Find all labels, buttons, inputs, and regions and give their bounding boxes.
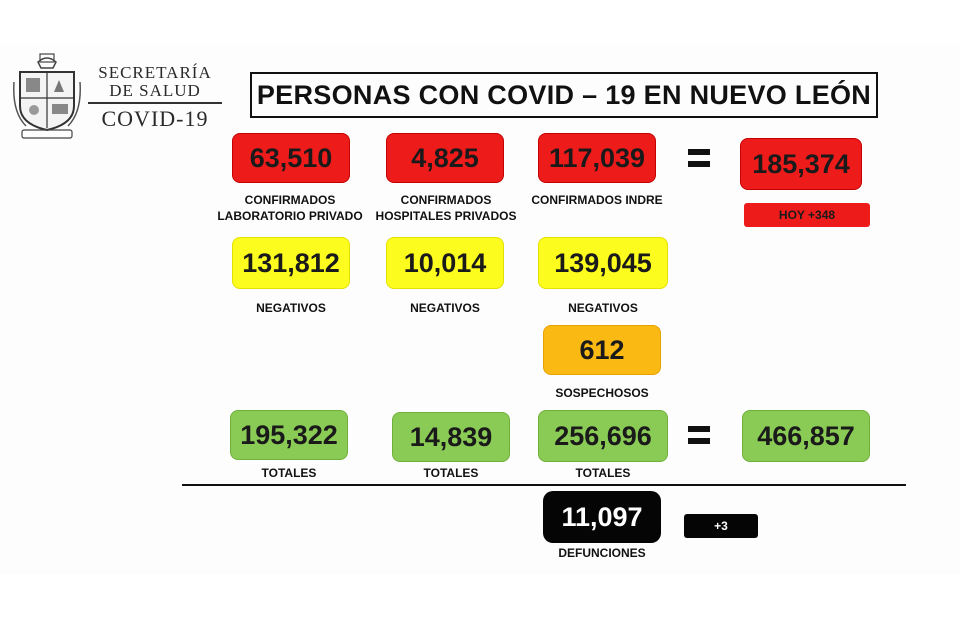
negatives-col3-value: 139,045 bbox=[538, 237, 668, 289]
confirmed-private-lab-label: CONFIRMADOS LABORATORIO PRIVADO bbox=[200, 192, 380, 224]
deaths-today-badge: +3 bbox=[684, 514, 758, 538]
confirmed-private-hospitals-label-line-1: CONFIRMADOS bbox=[400, 193, 492, 207]
divider bbox=[182, 484, 906, 486]
totals-col3-value: 256,696 bbox=[538, 410, 668, 462]
confirmed-indre-label: CONFIRMADOS INDRE bbox=[531, 193, 663, 207]
deaths-value: 11,097 bbox=[543, 491, 661, 543]
confirmed-private-lab-label-line-2: LABORATORIO PRIVADO bbox=[217, 209, 363, 223]
totals-col2-label: TOTALES bbox=[423, 466, 479, 480]
negatives-col1-label: NEGATIVOS bbox=[256, 301, 326, 315]
page-title: PERSONAS CON COVID – 19 EN NUEVO LEÓN bbox=[250, 72, 878, 118]
negatives-col1-value: 131,812 bbox=[232, 237, 350, 289]
confirmed-private-lab-label-line-1: CONFIRMADOS bbox=[244, 193, 336, 207]
totals-col2-value: 14,839 bbox=[392, 412, 510, 462]
equals-sign-icon bbox=[688, 426, 710, 444]
negatives-col3-label: NEGATIVOS bbox=[568, 301, 638, 315]
confirmed-total-value: 185,374 bbox=[740, 138, 862, 190]
confirmed-indre-value: 117,039 bbox=[538, 133, 656, 183]
suspects-label: SOSPECHOSOS bbox=[555, 386, 649, 400]
suspects-value: 612 bbox=[543, 325, 661, 375]
equals-sign-icon bbox=[688, 149, 710, 167]
totals-col1-label: TOTALES bbox=[261, 466, 317, 480]
totals-col3-label: TOTALES bbox=[575, 466, 631, 480]
org-line-2: DE SALUD bbox=[88, 82, 222, 104]
organization-name: SECRETARÍA DE SALUD COVID-19 bbox=[88, 64, 222, 132]
deaths-label: DEFUNCIONES bbox=[558, 546, 646, 560]
org-line-1: SECRETARÍA bbox=[98, 63, 212, 82]
totals-col1-value: 195,322 bbox=[230, 410, 348, 460]
confirmed-private-hospitals-label: CONFIRMADOS HOSPITALES PRIVADOS bbox=[360, 192, 532, 224]
org-line-3: COVID-19 bbox=[101, 106, 209, 131]
confirmed-private-lab-value: 63,510 bbox=[232, 133, 350, 183]
negatives-col2-value: 10,014 bbox=[386, 237, 504, 289]
negatives-col2-label: NEGATIVOS bbox=[410, 301, 480, 315]
confirmed-today-badge: HOY +348 bbox=[744, 203, 870, 227]
totals-grand-value: 466,857 bbox=[742, 410, 870, 462]
confirmed-private-hospitals-label-line-2: HOSPITALES PRIVADOS bbox=[375, 209, 517, 223]
confirmed-private-hospitals-value: 4,825 bbox=[386, 133, 504, 183]
nuevo-leon-coat-of-arms-icon bbox=[12, 52, 82, 140]
